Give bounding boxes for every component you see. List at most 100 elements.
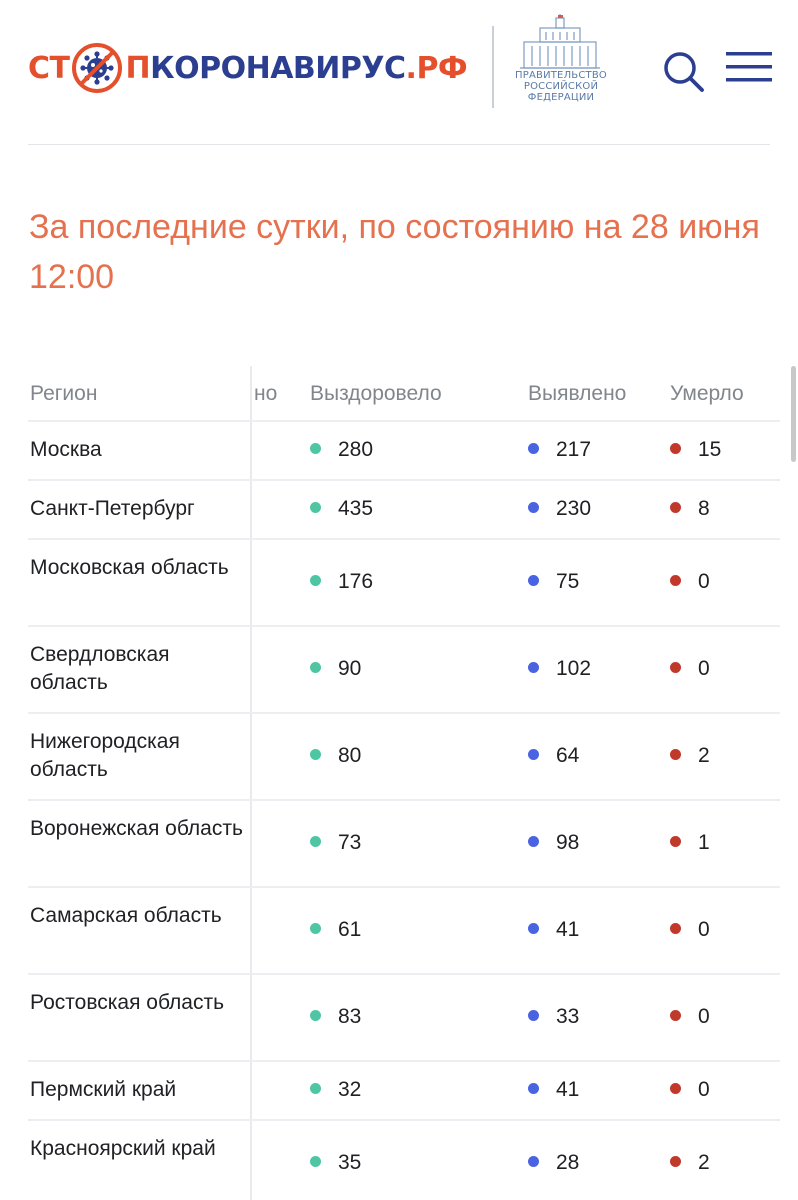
died-cell: 0: [670, 916, 710, 944]
table-row: Красноярский край 35 28 2: [28, 1121, 780, 1200]
table-header-row: Регион но Выздоровело Выявлено Умерло: [28, 366, 780, 422]
region-name: Свердловская область: [30, 643, 170, 694]
government-caption: ПРАВИТЕЛЬСТВО РОССИЙСКОЙ ФЕДЕРАЦИИ: [508, 70, 614, 103]
recovered-dot-icon: [310, 443, 321, 454]
header-divider: [492, 26, 494, 108]
died-cell: 0: [670, 1003, 710, 1031]
detected-dot-icon: [528, 662, 539, 673]
detected-cell: 102: [528, 655, 591, 683]
detected-value: 230: [556, 497, 592, 520]
recovered-cell: 176: [310, 568, 373, 596]
died-cell: 8: [670, 495, 710, 523]
table-row: Нижегородская область 80 64 2: [28, 714, 780, 801]
region-name: Ростовская область: [30, 991, 225, 1014]
table-row: Москва 280 217 15: [28, 422, 780, 481]
region-name: Санкт-Петербург: [30, 497, 195, 520]
detected-cell: 64: [528, 742, 579, 770]
died-cell: 1: [670, 829, 710, 857]
logo-text-st: СТ: [28, 50, 70, 86]
region-name: Пермский край: [30, 1078, 177, 1101]
detected-value: 28: [556, 1151, 580, 1174]
table-row: Ростовская область 83 33 0: [28, 975, 780, 1062]
died-dot-icon: [670, 443, 681, 454]
detected-value: 41: [556, 1078, 580, 1101]
recovered-cell: 80: [310, 742, 361, 770]
region-name: Воронежская область: [30, 817, 243, 840]
table-row: Свердловская область 90 102 0: [28, 627, 780, 714]
died-value: 8: [698, 497, 710, 520]
detected-cell: 98: [528, 829, 579, 857]
table-row: Воронежская область 73 98 1: [28, 801, 780, 888]
recovered-cell: 73: [310, 829, 361, 857]
column-header-partial[interactable]: но: [254, 382, 278, 405]
recovered-dot-icon: [310, 749, 321, 760]
table-row: Пермский край 32 41 0: [28, 1062, 780, 1121]
recovered-value: 435: [338, 497, 374, 520]
stats-heading: За последние сутки, по состоянию на 28 и…: [29, 202, 798, 306]
virus-stop-icon: [72, 43, 123, 93]
detected-cell: 75: [528, 568, 579, 596]
died-cell: 0: [670, 1076, 710, 1104]
search-icon: [664, 52, 704, 92]
died-cell: 2: [670, 742, 710, 770]
detected-dot-icon: [528, 1156, 539, 1167]
detected-dot-icon: [528, 502, 539, 513]
recovered-value: 80: [338, 744, 362, 767]
recovered-cell: 35: [310, 1149, 361, 1177]
gov-caption-line2: РОССИЙСКОЙ: [523, 81, 599, 92]
logo-text-koronavirus: КОРОНАВИРУС: [150, 50, 406, 86]
detected-value: 33: [556, 1005, 580, 1028]
site-logo[interactable]: СТ П КОРО: [28, 40, 468, 96]
died-value: 0: [698, 1078, 710, 1101]
logo-text-rf: .РФ: [405, 50, 468, 86]
died-dot-icon: [670, 662, 681, 673]
died-dot-icon: [670, 836, 681, 847]
header-separator: [28, 144, 770, 145]
recovered-dot-icon: [310, 1156, 321, 1167]
column-header-region[interactable]: Регион: [30, 382, 98, 405]
died-value: 0: [698, 918, 710, 941]
recovered-cell: 90: [310, 655, 361, 683]
died-value: 15: [698, 438, 722, 461]
recovered-dot-icon: [310, 923, 321, 934]
recovered-value: 176: [338, 570, 374, 593]
menu-button[interactable]: [726, 52, 772, 84]
detected-dot-icon: [528, 443, 539, 454]
detected-cell: 41: [528, 1076, 579, 1104]
regions-table[interactable]: Регион но Выздоровело Выявлено Умерло Мо…: [0, 366, 798, 1200]
site-header: СТ П КОРО: [0, 0, 798, 146]
detected-value: 75: [556, 570, 580, 593]
column-header-recovered[interactable]: Выздоровело: [310, 382, 442, 405]
recovered-cell: 83: [310, 1003, 361, 1031]
recovered-value: 90: [338, 657, 362, 680]
died-cell: 0: [670, 655, 710, 683]
died-dot-icon: [670, 502, 681, 513]
died-cell: 2: [670, 1149, 710, 1177]
died-dot-icon: [670, 1156, 681, 1167]
logo-text-p: П: [125, 50, 151, 86]
died-dot-icon: [670, 749, 681, 760]
column-header-detected[interactable]: Выявлено: [528, 382, 627, 405]
column-header-died[interactable]: Умерло: [670, 382, 744, 405]
died-dot-icon: [670, 1010, 681, 1021]
detected-dot-icon: [528, 1010, 539, 1021]
detected-dot-icon: [528, 836, 539, 847]
recovered-value: 61: [338, 918, 362, 941]
stats-heading-line2: 12:00: [29, 258, 115, 296]
died-value: 2: [698, 1151, 710, 1174]
government-logo[interactable]: ПРАВИТЕЛЬСТВО РОССИЙСКОЙ ФЕДЕРАЦИИ: [508, 14, 614, 110]
detected-dot-icon: [528, 749, 539, 760]
table-row: Московская область 176 75 0: [28, 540, 780, 627]
died-value: 0: [698, 657, 710, 680]
region-name: Нижегородская область: [30, 730, 180, 781]
detected-dot-icon: [528, 923, 539, 934]
recovered-cell: 280: [310, 436, 373, 464]
died-cell: 0: [670, 568, 710, 596]
table-scrollbar[interactable]: [791, 366, 796, 462]
sticky-column-divider: [250, 366, 252, 1200]
region-name: Красноярский край: [30, 1137, 216, 1160]
detected-value: 64: [556, 744, 580, 767]
hamburger-menu-icon: [726, 52, 772, 82]
search-button[interactable]: [660, 48, 706, 94]
died-value: 1: [698, 831, 710, 854]
